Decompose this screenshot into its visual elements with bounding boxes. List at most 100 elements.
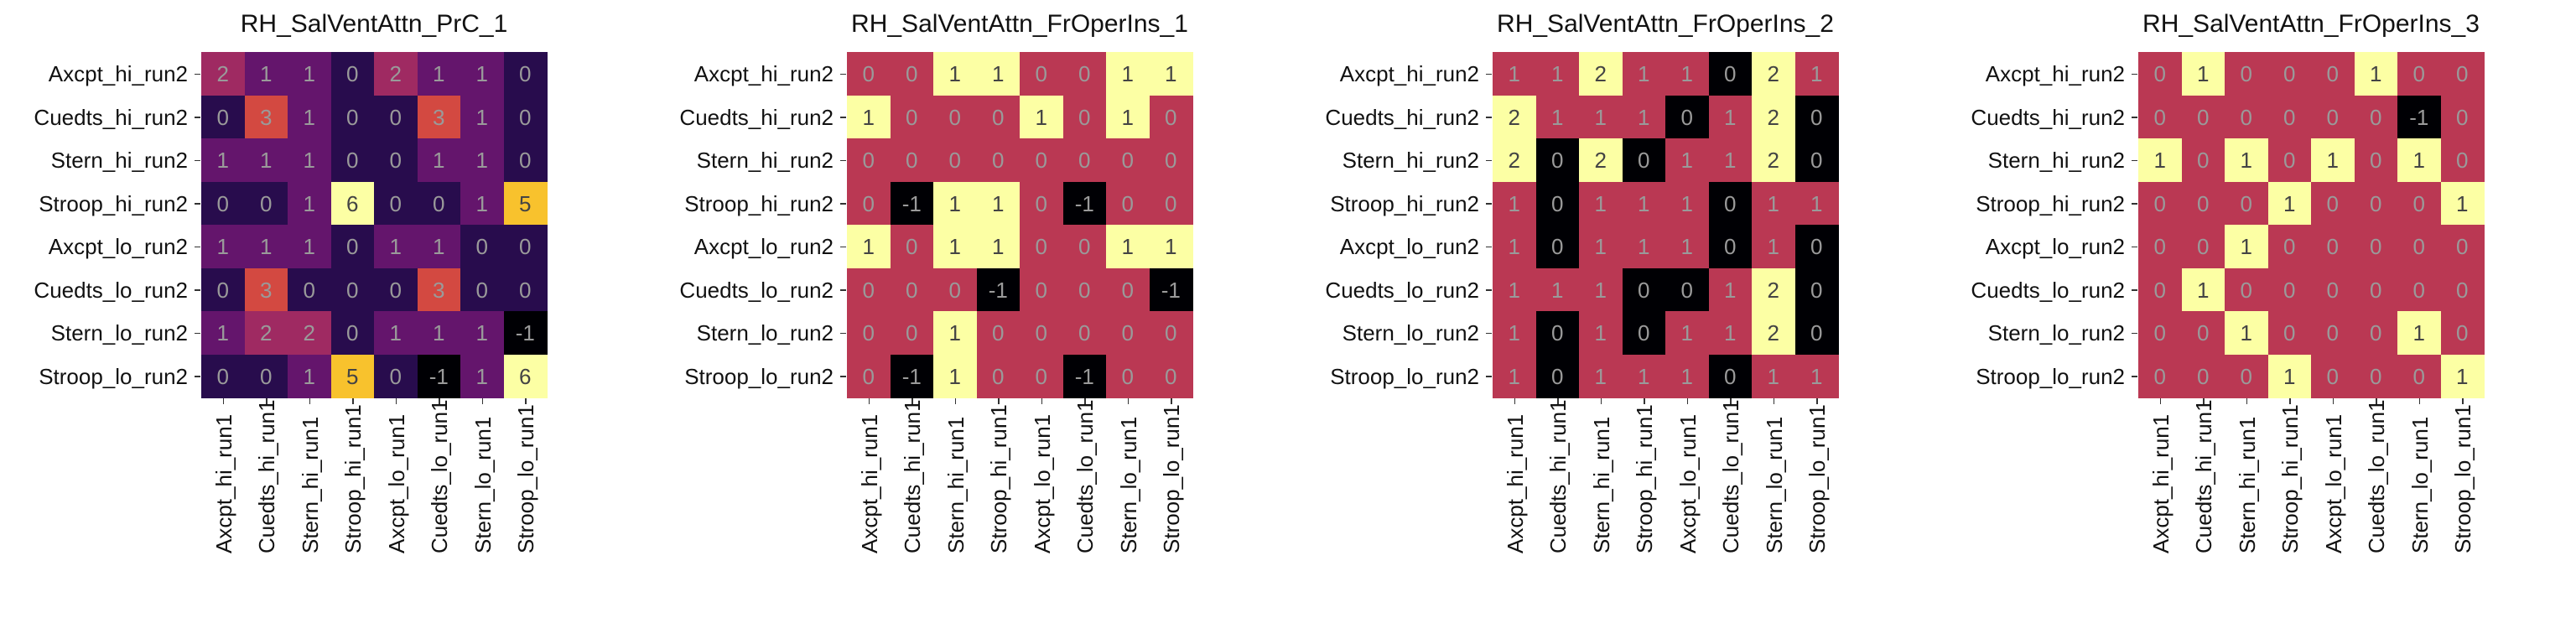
cell-value-label: 1 [1165,234,1177,259]
heatmap-cell [2181,267,2225,312]
heatmap-cell [2354,354,2398,398]
heatmap-cell [2397,52,2441,96]
cell-value-label: 0 [2153,104,2166,130]
heatmap-cell [1794,138,1839,182]
heatmap-cell [2181,181,2225,226]
cell-value-label: 0 [1121,277,1134,303]
row-label: Stroop_hi_run2 [684,190,834,216]
heatmap-cell [1622,225,1666,268]
heatmap-cell [2267,267,2312,312]
cell-value-label: 1 [303,61,315,86]
cell-value-label: 1 [2326,148,2339,173]
heatmap-cell [1149,138,1193,182]
cell-value-label: 1 [2197,277,2210,303]
cell-value-label: 0 [1810,104,1823,130]
heatmap-cell [244,354,288,398]
heatmap-cell [2225,138,2268,182]
cell-value-label: 1 [1724,320,1737,345]
column-label: Cuedts_lo_run1 [427,399,453,553]
cell-value-label: 0 [519,148,532,173]
heatmap-cell [1020,138,1063,182]
heatmap-cell [1062,225,1107,268]
heatmap-cell [1622,311,1666,355]
heatmap-cell [1579,311,1623,355]
cell-value-label: 0 [2197,363,2210,389]
cell-value-label: 0 [906,148,918,173]
column-label: Stroop_hi_run1 [340,404,366,553]
cell-value-label: 0 [1035,148,1047,173]
cell-value-label: 1 [303,148,315,173]
column-tick [266,398,267,404]
heatmap-cell [288,225,331,268]
heatmap-cell [374,354,418,398]
column-tick [868,398,870,404]
heatmap-cell [1106,181,1150,226]
cell-value-label: 2 [216,61,229,86]
cell-value-label: 0 [2456,234,2469,259]
cell-value-label: 1 [1724,104,1737,130]
heatmap-cell [244,95,288,139]
cell-value-label: 1 [1508,277,1520,303]
cell-value-label: 0 [1810,234,1823,259]
cell-value-label: 0 [216,363,229,389]
cell-value-label: 0 [216,277,229,303]
row-label: Stern_lo_run2 [1342,320,1479,345]
heatmap-cell [2267,181,2312,226]
heatmap-cell [933,267,977,312]
heatmap-cell [2397,138,2441,182]
cell-value-label: 0 [1078,277,1091,303]
row-tick [840,73,846,75]
heatmap-cell [1020,354,1063,398]
heatmap-cell [1493,267,1536,312]
heatmap-cell [503,354,548,398]
heatmap-cell [2267,52,2312,96]
cell-value-label: 1 [2456,190,2469,216]
column-label: Stern_hi_run1 [943,416,969,553]
heatmap-cell [2138,181,2182,226]
cell-value-label: 1 [1165,61,1177,86]
heatmap-cell [503,267,548,312]
cell-value-label: 1 [1035,104,1047,130]
cell-value-label: 0 [389,277,402,303]
row-tick [840,332,846,335]
row-label: Stroop_lo_run2 [1330,363,1479,389]
heatmap-cell [1062,354,1107,398]
column-label: Stern_hi_run1 [297,416,323,553]
cell-value-label: 3 [433,104,445,130]
cell-value-label: 1 [1680,190,1693,216]
row-label: Cuedts_hi_run2 [679,104,834,130]
heatmap-cell [1493,52,1536,96]
heatmap-cell [1708,138,1753,182]
cell-value-label: 0 [519,104,532,130]
column-tick [998,398,1000,404]
heatmap-cell [1020,95,1063,139]
cell-value-label: 0 [216,104,229,130]
heatmap-cell [503,311,548,355]
heatmap-cell [2311,52,2355,96]
row-tick [2132,246,2137,248]
column-tick [1730,398,1732,404]
heatmap-cell [2138,52,2182,96]
row-label: Stroop_hi_run2 [1330,190,1479,216]
cell-value-label: 1 [992,61,1005,86]
cell-value-label: 0 [1121,190,1134,216]
cell-value-label: 1 [1551,104,1564,130]
row-tick [1486,332,1492,335]
row-label: Stroop_lo_run2 [39,363,188,389]
cell-value-label: 0 [2197,104,2210,130]
row-tick [195,117,200,118]
heatmap-cell [1622,138,1666,182]
column-label: Stroop_lo_run1 [513,404,539,553]
heatmap-cell [2181,95,2225,139]
cell-value-label: 0 [260,190,273,216]
row-tick [2132,73,2137,75]
cell-value-label: 0 [346,234,359,259]
row-label: Axcpt_hi_run2 [693,61,834,86]
cell-value-label: 0 [519,234,532,259]
cell-value-label: 0 [1121,320,1134,345]
cell-value-label: 0 [948,104,961,130]
cell-value-label: 0 [1165,148,1177,173]
cell-value-label: 1 [1724,277,1737,303]
heatmap-cell [1708,311,1753,355]
row-label: Stroop_lo_run2 [1976,363,2125,389]
